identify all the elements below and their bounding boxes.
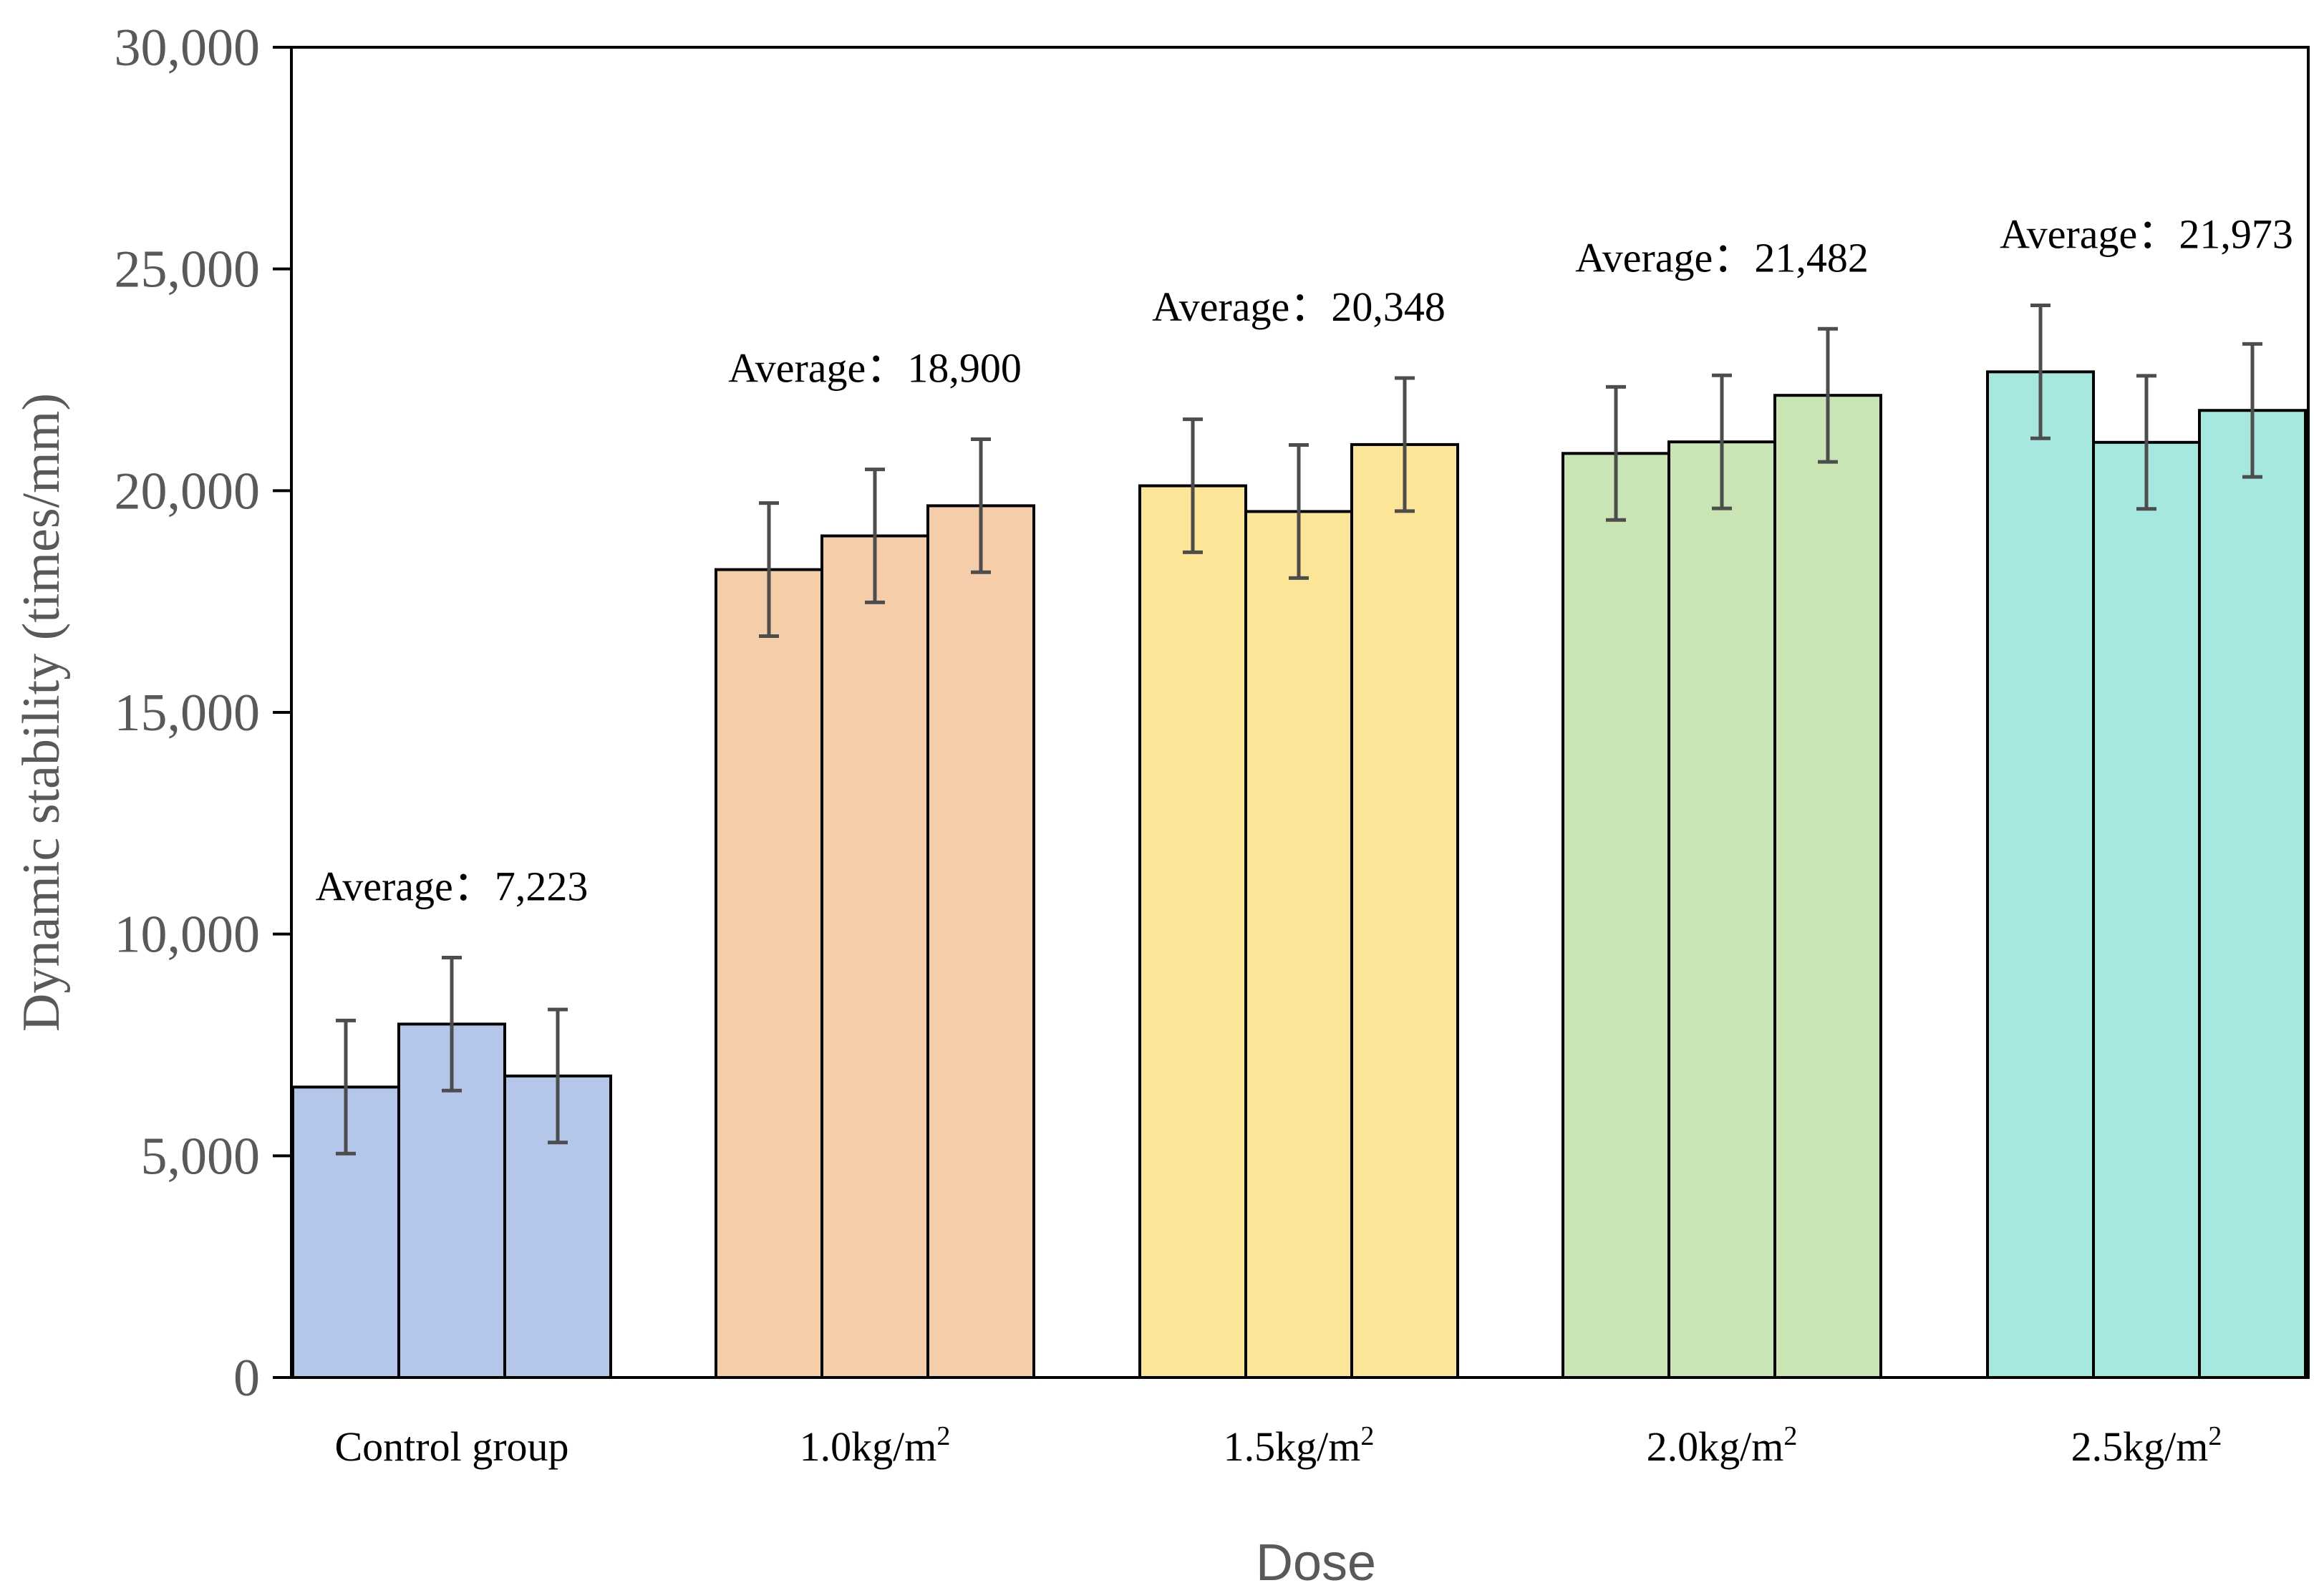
x-category-superscript: 2 — [936, 1421, 950, 1451]
x-category-text: 1.5kg/m — [1224, 1423, 1361, 1470]
average-label: Average： — [2000, 210, 2179, 257]
x-category-label: 1.0kg/m2 — [800, 1421, 951, 1470]
y-tick-label: 30,000 — [115, 19, 261, 77]
x-category-superscript: 2 — [1783, 1421, 1797, 1451]
average-value: 21,482 — [1754, 234, 1869, 281]
bar — [1667, 440, 1776, 1379]
bar — [1350, 442, 1459, 1380]
x-axis-label: Dose — [1256, 1534, 1376, 1592]
y-tick-label: 10,000 — [115, 906, 261, 964]
average-value: 20,348 — [1331, 284, 1446, 330]
y-tick-label: 0 — [233, 1349, 260, 1408]
average-value: 18,900 — [907, 344, 1022, 391]
x-category-text: 2.5kg/m — [2071, 1423, 2209, 1470]
average-label: Average： — [728, 344, 907, 391]
average-annotation: Average：21,973 — [2000, 210, 2293, 257]
average-annotation: Average：18,900 — [728, 344, 1022, 391]
x-category-superscript: 2 — [1360, 1421, 1374, 1451]
average-annotation: Average：21,482 — [1575, 234, 1869, 281]
bar — [820, 534, 929, 1379]
bar — [2198, 409, 2307, 1379]
bar — [2092, 440, 2201, 1379]
x-category-label: Control group — [334, 1423, 568, 1470]
average-value: 21,973 — [2179, 210, 2293, 257]
y-tick-label: 5,000 — [141, 1127, 261, 1186]
average-label: Average： — [316, 863, 495, 909]
y-tick-label: 25,000 — [115, 241, 261, 299]
bar — [1244, 510, 1353, 1379]
x-category-label: 2.0kg/m2 — [1647, 1421, 1798, 1470]
bar — [1773, 394, 1882, 1380]
bar — [1986, 370, 2095, 1379]
x-category-label: 1.5kg/m2 — [1224, 1421, 1375, 1470]
y-axis-ticks: 0 5,000 10,000 15,000 20,000 25,000 30,000 — [115, 19, 291, 1408]
bar — [926, 504, 1035, 1380]
x-category-superscript: 2 — [2208, 1421, 2222, 1451]
plot-frame — [290, 46, 2310, 1379]
x-category-text: Control group — [334, 1423, 568, 1470]
x-category-label: 2.5kg/m2 — [2071, 1421, 2222, 1470]
y-tick-label: 15,000 — [115, 684, 261, 742]
bar — [1138, 484, 1247, 1380]
error-bars — [336, 303, 2262, 1156]
y-axis-label: Dynamic stability (times/mm) — [12, 393, 71, 1032]
average-annotation: Average：7,223 — [316, 863, 589, 909]
average-value: 7,223 — [495, 863, 589, 909]
y-tick-label: 20,000 — [115, 462, 261, 520]
bar — [715, 568, 823, 1379]
bar — [1562, 452, 1670, 1379]
average-label: Average： — [1152, 284, 1331, 330]
x-category-text: 2.0kg/m — [1647, 1423, 1784, 1470]
average-annotation: Average：20,348 — [1152, 284, 1446, 330]
x-category-text: 1.0kg/m — [800, 1423, 937, 1470]
average-label: Average： — [1575, 234, 1754, 281]
